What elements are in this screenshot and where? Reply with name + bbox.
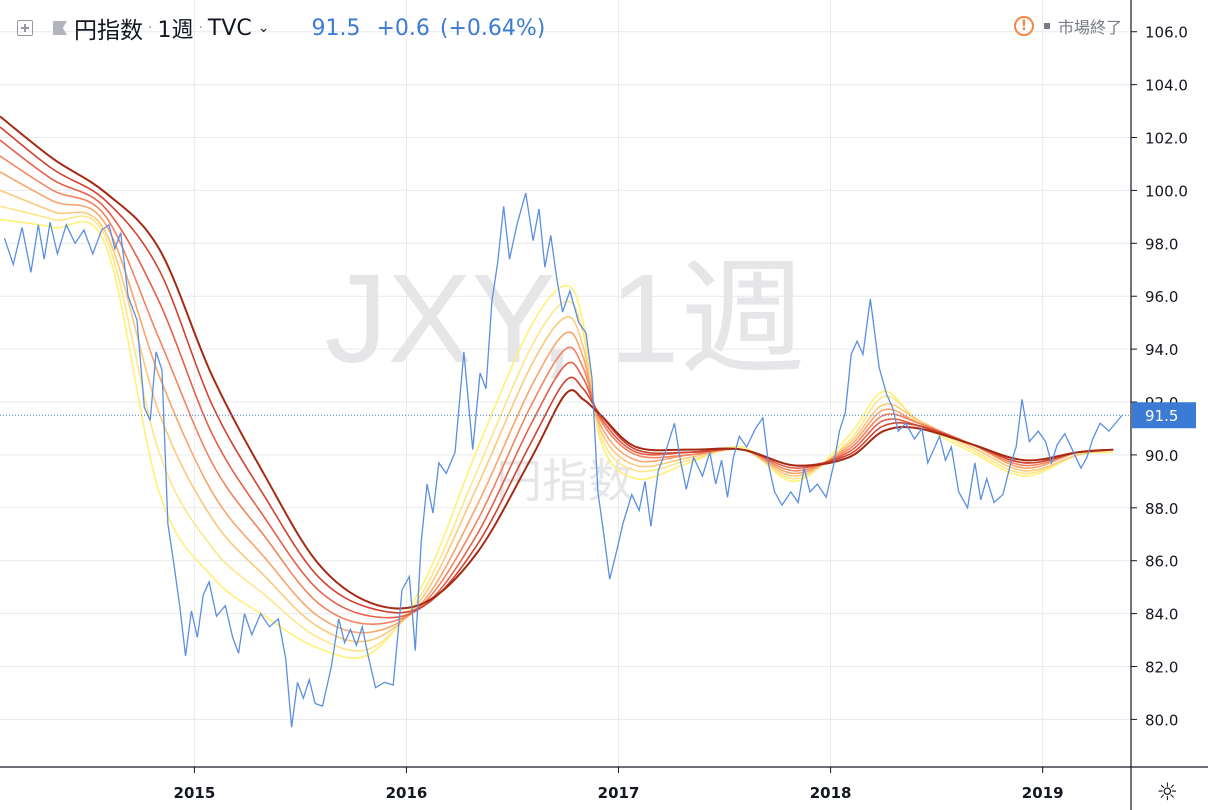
chart-grid [0,0,1131,767]
price-change: +0.6 [376,15,430,41]
y-tick-label: 96.0 [1145,288,1178,306]
gear-icon[interactable]: ☼ [1156,778,1178,806]
plus-square-icon[interactable] [17,20,33,36]
moving-average-line [0,115,1114,610]
moving-average-line [0,171,1114,634]
moving-average-line [0,139,1114,619]
y-tick-label: 88.0 [1145,500,1178,518]
y-tick-label: 102.0 [1145,130,1188,148]
x-tick-label: 2017 [598,784,640,802]
moving-average-line [0,218,1114,659]
y-tick-label: 104.0 [1145,77,1188,95]
y-tick-label: 106.0 [1145,24,1188,42]
y-tick-label: 86.0 [1145,553,1178,571]
y-tick-label: 100.0 [1145,182,1188,200]
exchange-label[interactable]: TVC [207,15,252,41]
y-tick-label: 80.0 [1145,711,1178,729]
moving-average-line [0,205,1114,652]
y-tick-label: 82.0 [1145,658,1178,676]
moving-average-line [0,126,1114,614]
y-tick-label: 94.0 [1145,341,1178,359]
x-tick-label: 2018 [810,784,852,802]
last-price-tag [1132,402,1196,429]
x-tick-label: 2015 [174,784,216,802]
watermark: JXY, 1週 円指数 [325,248,806,508]
price-change-percent: (+0.64%) [439,15,546,41]
last-price-label: 91.5 [1145,407,1178,425]
interval-label[interactable]: 1週 [157,18,194,43]
chart-header: 円指数 · 1週 · TVC ⌄ 91.5 +0.6 (+0.64%) [0,10,545,46]
y-tick-label: 98.0 [1145,235,1178,253]
separator-dot: · [198,20,203,36]
moving-average-ribbon [0,115,1114,659]
x-tick-label: 2019 [1022,784,1064,802]
y-tick-label: 84.0 [1145,606,1178,624]
x-tick-label: 2016 [386,784,428,802]
price-line [3,192,1123,728]
chevron-down-icon[interactable]: ⌄ [257,20,270,36]
moving-average-line [0,189,1114,643]
separator-dot: · [148,20,153,36]
market-status-label: 市場終了 [1057,18,1122,37]
exclamation-icon[interactable]: ! [1013,16,1034,36]
watermark-subtitle: 円指数 [496,454,634,508]
flag-icon[interactable] [53,21,67,35]
moving-average-line [0,155,1114,625]
market-status[interactable]: ! 市場終了 [1013,14,1122,38]
symbol-name[interactable]: 円指数 [74,18,143,44]
price-series [0,192,1131,728]
watermark-title: JXY, 1週 [325,248,806,389]
status-square-icon [1043,23,1050,29]
y-tick-label: 90.0 [1145,447,1178,465]
last-price: 91.5 [311,15,361,41]
